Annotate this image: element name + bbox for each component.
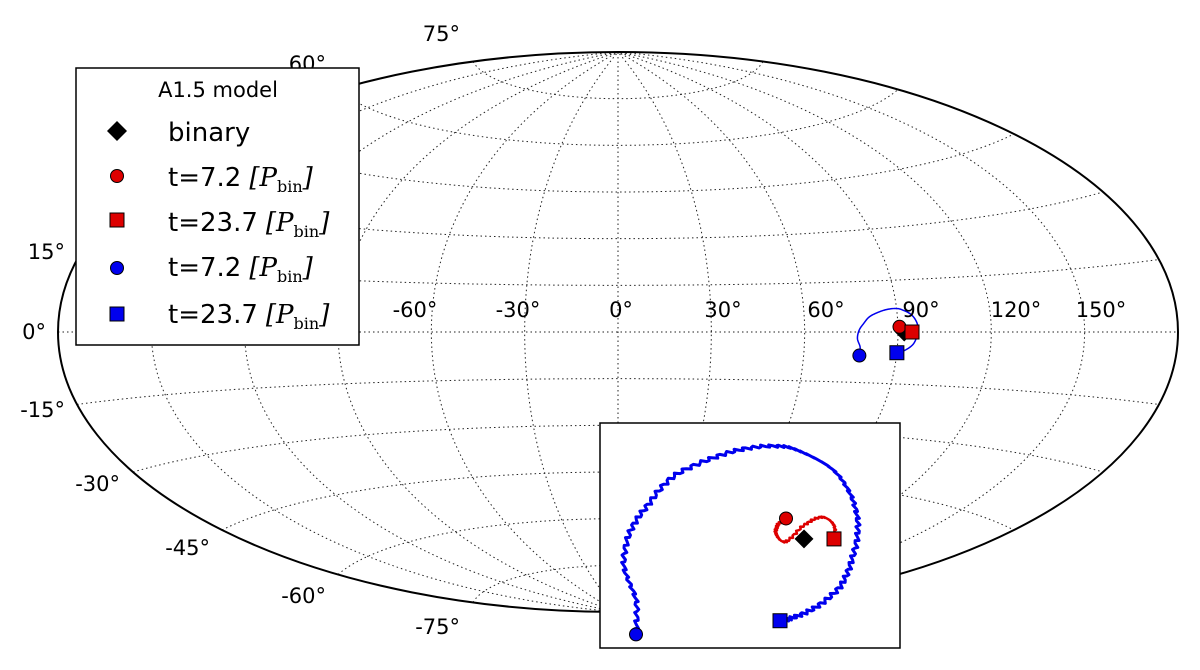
latitude-tick-labels: 75° 60° 15° 0° -15° -30° -45° -60° -75° (20, 22, 460, 639)
blue-track (856, 307, 919, 356)
legend-unit-symbol: P (275, 208, 294, 238)
blue-start-marker (852, 348, 867, 363)
lat-tick-label: -15° (20, 398, 65, 422)
parallel-line (472, 61, 764, 100)
legend-unit-sub: bin (277, 267, 303, 286)
lon-tick-label: 60° (807, 298, 844, 322)
legend-unit: ] (302, 163, 314, 193)
legend-unit: ] (302, 253, 314, 283)
legend-unit-symbol: P (275, 300, 294, 330)
meridian-line (150, 52, 619, 612)
legend-marker-blue-circle (110, 261, 124, 275)
legend-label-text: t=23.7 (168, 208, 258, 238)
red-end-marker (904, 324, 920, 340)
parallel-line (77, 259, 1159, 286)
parallel-line (337, 518, 899, 575)
legend-marker-blue-square (109, 306, 125, 322)
legend-label-text: t=7.2 (168, 253, 241, 283)
lon-tick-label: 0° (609, 298, 633, 322)
inset-tracks (620, 443, 862, 636)
lat-tick-label: -45° (165, 536, 210, 560)
legend-unit: ] (318, 208, 330, 238)
meridian-line (617, 52, 899, 612)
longitude-tick-labels: -60° -30° 0° 30° 60° 90° 120° 150° (393, 298, 1127, 322)
legend-marker-red-circle (110, 169, 124, 183)
meridian-line (524, 52, 619, 612)
legend-title: A1.5 model (158, 78, 278, 102)
red-track-zoom (773, 515, 838, 544)
legend-unit: [ (249, 253, 260, 283)
legend: A1.5 model binary t=7.2 [Pbin] t=23.7 [Pbi… (75, 67, 360, 346)
legend-frame (75, 67, 360, 346)
main-markers (852, 319, 920, 363)
meridian-line (337, 52, 619, 612)
legend-unit-symbol: P (258, 253, 277, 283)
legend-unit-sub: bin (277, 177, 303, 196)
inset-binary-marker (794, 529, 814, 549)
inset-frame (599, 422, 901, 649)
inset-red-end-marker (826, 531, 842, 547)
legend-label: t=7.2 [Pbin] (168, 163, 314, 196)
legend-unit-symbol: P (258, 163, 277, 193)
legend-label: t=23.7 [Pbin] (168, 208, 330, 241)
blue-track-zoom (620, 443, 862, 636)
legend-label: t=7.2 [Pbin] (168, 253, 314, 286)
legend-unit: [ (249, 163, 260, 193)
legend-label-text: t=7.2 (168, 163, 241, 193)
inset-panel (599, 422, 901, 649)
legend-label: binary (168, 118, 250, 148)
lon-tick-label: -60° (393, 298, 438, 322)
lon-tick-label: 30° (704, 298, 741, 322)
blue-end-marker (889, 345, 905, 361)
lat-tick-label: 75° (423, 22, 460, 46)
inset-blue-start-marker (629, 627, 643, 642)
parallel-line (77, 378, 1159, 405)
legend-unit: ] (318, 300, 330, 330)
inset-blue-end-marker (772, 613, 788, 629)
lat-tick-label: 0° (22, 320, 46, 344)
legend-unit-sub: bin (294, 222, 320, 241)
lat-tick-label: -60° (281, 584, 326, 608)
lat-tick-label: 15° (28, 240, 65, 264)
legend-unit-sub: bin (294, 314, 320, 333)
legend-marker-binary (107, 121, 127, 141)
inset-red-start-marker (779, 511, 793, 526)
lon-tick-label: -30° (496, 298, 541, 322)
inset-markers (629, 511, 842, 642)
lat-tick-label: -30° (75, 472, 120, 496)
lon-tick-label: 120° (991, 298, 1042, 322)
legend-label: t=23.7 [Pbin] (168, 300, 330, 333)
legend-unit: [ (266, 208, 277, 238)
parallel-line (337, 89, 899, 146)
red-start-marker (892, 319, 907, 334)
legend-marker-red-square (109, 212, 125, 228)
lat-tick-label: -75° (415, 615, 460, 639)
lon-tick-label: 150° (1076, 298, 1127, 322)
legend-label-text: t=23.7 (168, 300, 258, 330)
lon-tick-label: 90° (902, 298, 939, 322)
legend-unit: [ (266, 300, 277, 330)
